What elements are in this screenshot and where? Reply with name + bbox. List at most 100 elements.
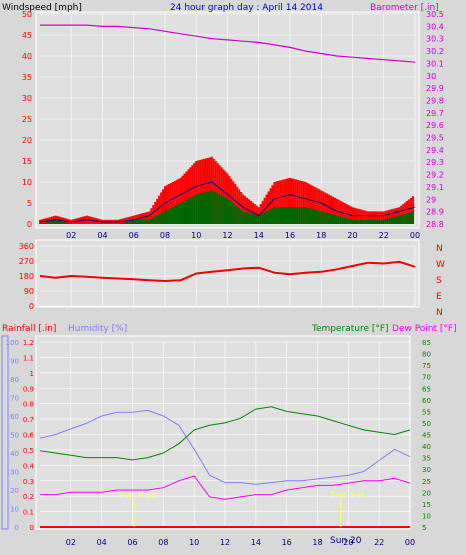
chart-title: 24 hour graph day : April 14 2014 <box>170 3 323 13</box>
temperature-tick-label: 85 <box>422 339 431 347</box>
humidity-series <box>39 409 411 485</box>
humidity-tick-label: 50 <box>10 432 19 440</box>
rain-tick-label: 0.7 <box>23 416 34 424</box>
temperature-tick-label: 25 <box>422 478 431 486</box>
humidity-tick-label: 40 <box>10 450 19 458</box>
rain-tick-label: 1 <box>30 370 34 378</box>
wind-x-tick-label: 20 <box>347 231 357 240</box>
barometer-tick-label: 29.8 <box>426 96 444 105</box>
humidity-tick-label: 70 <box>10 395 19 403</box>
temperature-series <box>39 406 411 461</box>
humidity-tick-label: 100 <box>6 339 19 347</box>
humidity-tick-label: 10 <box>10 506 19 514</box>
humidity-scale-bar <box>1 335 9 530</box>
wind-tick-label: 15 <box>22 157 32 166</box>
axis-ticks: 0510152025303540455028.828.92929.129.229… <box>6 10 444 547</box>
wind-x-tick-label: 10 <box>191 231 201 240</box>
temperature-tick-label: 55 <box>422 408 431 416</box>
lower-x-tick-label: 14 <box>251 538 261 547</box>
rain-tick-label: 0.4 <box>23 462 35 470</box>
sunset-label: Sun Set <box>330 491 365 501</box>
barometer-axis-title: Barometer [.in] <box>370 3 439 13</box>
dir-label-n-top: N <box>436 244 443 254</box>
lower-x-tick-label: 06 <box>127 538 137 547</box>
lower-x-tick-label: 04 <box>97 538 107 547</box>
barometer-tick-label: 28.9 <box>426 208 444 217</box>
barometer-tick-label: 29.5 <box>426 134 444 143</box>
direction-tick-label: 0 <box>29 302 34 311</box>
barometer-tick-label: 29.6 <box>426 121 444 130</box>
wind-x-tick-label: 06 <box>129 231 139 240</box>
barometer-tick-label: 29 <box>426 195 436 204</box>
temperature-tick-label: 30 <box>422 466 431 474</box>
wind-tick-label: 10 <box>22 178 32 187</box>
humidity-axis-title: Humidity [%] <box>68 324 127 334</box>
lower-x-tick-label: 08 <box>158 538 168 547</box>
temperature-tick-label: 50 <box>422 420 431 428</box>
rain-tick-label: 1.1 <box>23 354 34 362</box>
temperature-tick-label: 75 <box>422 362 431 370</box>
rain-tick-label: 0.9 <box>23 385 34 393</box>
temperature-tick-label: 45 <box>422 432 431 440</box>
wind-tick-label: 0 <box>27 220 32 229</box>
wind-x-tick-label: 14 <box>254 231 264 240</box>
wind-tick-label: 50 <box>22 10 32 19</box>
temperature-tick-label: 70 <box>422 374 431 382</box>
barometer-tick-label: 30.4 <box>426 22 444 31</box>
wind-tick-label: 20 <box>22 136 32 145</box>
barometer-tick-label: 30.3 <box>426 35 444 44</box>
rainfall-axis-title: Rainfall [.in] <box>2 324 56 334</box>
rain-tick-label: 0.3 <box>23 478 34 486</box>
dir-label-s: S <box>436 276 442 286</box>
wind-tick-label: 30 <box>22 94 32 103</box>
direction-tick-label: 270 <box>19 257 34 266</box>
dir-label-w: W <box>436 260 445 270</box>
temperature-tick-label: 60 <box>422 397 431 405</box>
humidity-tick-label: 0 <box>15 524 19 532</box>
barometer-tick-label: 30 <box>426 72 436 81</box>
barometer-tick-label: 30.5 <box>426 10 444 19</box>
direction-tick-label: 360 <box>19 242 34 251</box>
direction-tick-label: 90 <box>24 287 34 296</box>
wind-x-tick-label: 16 <box>285 231 295 240</box>
lower-panel-frame <box>35 335 411 530</box>
barometer-tick-label: 30.1 <box>426 59 444 68</box>
dewpoint-axis-title: Dew Point [°F] <box>392 324 457 334</box>
lower-x-tick-label: 12 <box>220 538 230 547</box>
series-lines <box>39 24 416 528</box>
wind-x-tick-label: 08 <box>160 231 170 240</box>
dewpoint-series <box>40 475 411 500</box>
humidity-tick-label: 30 <box>10 469 19 477</box>
temperature-tick-label: 5 <box>422 524 426 532</box>
wind-x-tick-label: 04 <box>97 231 107 240</box>
wind-x-tick-label: 22 <box>379 231 389 240</box>
barometer-tick-label: 29.7 <box>426 109 444 118</box>
wind-tick-label: 45 <box>22 31 32 40</box>
barometer-series <box>40 24 416 63</box>
rain-tick-label: 0.8 <box>23 401 34 409</box>
rain-tick-label: 0.5 <box>23 447 34 455</box>
humidity-tick-label: 90 <box>10 358 19 366</box>
wind-tick-label: 40 <box>22 52 32 61</box>
wind-line-series <box>39 181 416 223</box>
wind-x-tick-label: 00 <box>410 231 420 240</box>
dir-label-n-bottom: N <box>436 308 443 318</box>
rain-tick-label: 0.2 <box>23 493 34 501</box>
windspeed-axis-title: Windspeed [mph] <box>2 3 82 13</box>
humidity-tick-label: 20 <box>10 487 19 495</box>
lower-x-tick-label: 18 <box>312 538 322 547</box>
barometer-tick-label: 29.4 <box>426 146 444 155</box>
wind-x-tick-label: 02 <box>66 231 76 240</box>
barometer-tick-label: 29.9 <box>426 84 444 93</box>
barometer-tick-label: 29.3 <box>426 158 444 167</box>
temperature-tick-label: 65 <box>422 385 431 393</box>
temperature-tick-label: 10 <box>422 512 431 520</box>
humidity-tick-label: 60 <box>10 413 19 421</box>
wind-tick-label: 25 <box>22 115 32 124</box>
wind-x-tick-label: 18 <box>316 231 326 240</box>
wind-x-tick-label: 12 <box>222 231 232 240</box>
lower-x-tick-label: 16 <box>282 538 292 547</box>
sunrise-label: Sun Rise <box>118 491 157 501</box>
